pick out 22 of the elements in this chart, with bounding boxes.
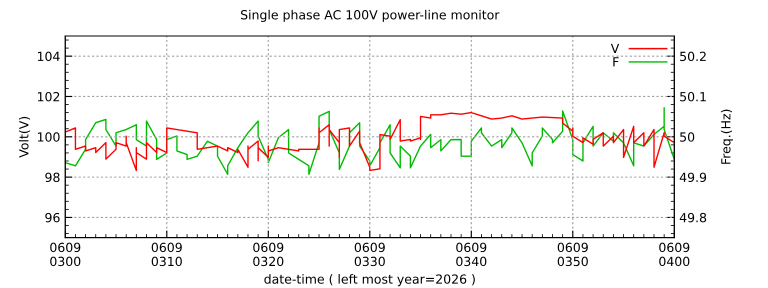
- y2-tick-label: 50: [680, 132, 694, 142]
- x-tick-label: 0609 0340: [456, 242, 486, 266]
- y-tick-label: 104: [38, 52, 60, 62]
- y-tick-label: 98: [45, 172, 60, 182]
- y2-tick-label: 49.8: [680, 212, 706, 222]
- x-tick-label: 0609 0350: [558, 242, 588, 266]
- y2-tick-label: 50.1: [680, 92, 706, 102]
- y2-tick-label: 49.9: [680, 172, 706, 182]
- legend-label: V: [610, 44, 620, 53]
- y2-axis-title: Freq.(Hz): [720, 110, 733, 164]
- x-axis-title: date-time ( left most year=2026 ): [264, 274, 475, 286]
- x-tick-label: 0609 0310: [152, 242, 182, 266]
- x-tick-label: 0609 0330: [354, 242, 385, 266]
- y-axis-title: Volt(V): [18, 116, 30, 158]
- x-tick-label: 0609 0400: [659, 242, 690, 266]
- x-tick-label: 0609 0300: [50, 242, 80, 266]
- y-tick-label: 100: [38, 132, 60, 142]
- y-tick-label: 96: [45, 212, 60, 222]
- y-tick-label: 102: [38, 92, 60, 102]
- chart-title: Single phase AC 100V power-line monitor: [240, 10, 500, 22]
- legend-label: F: [613, 57, 619, 66]
- y2-tick-label: 50.2: [680, 52, 706, 62]
